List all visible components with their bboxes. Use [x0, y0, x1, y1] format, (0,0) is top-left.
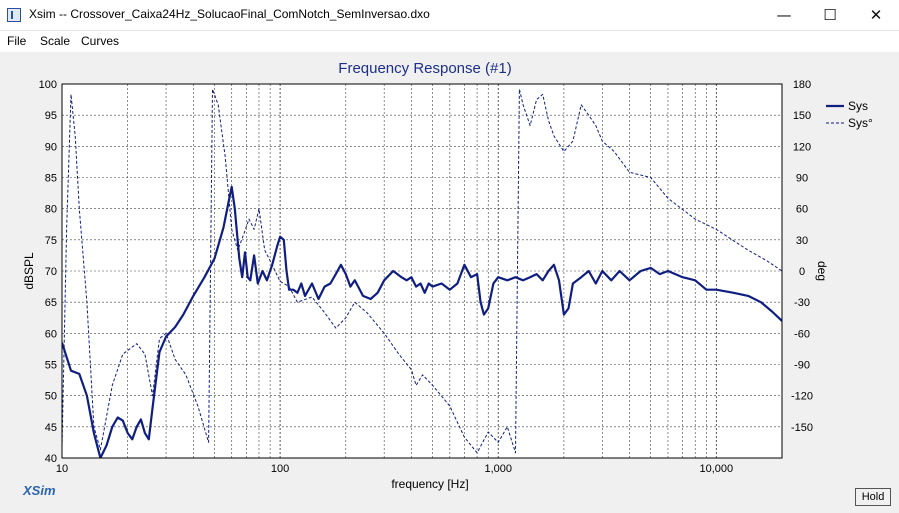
y2-tick-label: 60 [796, 204, 808, 216]
x-tick-label: 10 [56, 463, 68, 475]
grid-lines [61, 83, 783, 459]
hold-button[interactable]: Hold [855, 488, 891, 506]
series-layer [62, 88, 782, 458]
y-tick-label: 85 [45, 173, 57, 185]
frequency-response-chart: 10 100 1,000 10,000 100 95 90 85 80 75 70 65 60 55 50… [22, 79, 873, 475]
y2-tick-label: 0 [799, 266, 805, 278]
series-line-0 [62, 185, 782, 458]
y-tick-label: 55 [45, 360, 57, 372]
y-tick-label: 80 [45, 204, 57, 216]
legend-label: Sys° [848, 116, 873, 130]
legend: Sys Sys° [826, 99, 873, 130]
close-button[interactable]: ✕ [869, 6, 883, 24]
series-line-1 [62, 88, 782, 454]
maximize-button[interactable]: ☐ [823, 6, 837, 24]
app-icon [7, 8, 21, 22]
x-tick-label: 10,000 [700, 463, 734, 475]
x-tick-label: 1,000 [484, 463, 512, 475]
xsim-logo: XSim [23, 483, 56, 498]
y-tick-label: 45 [45, 422, 57, 434]
menu-curves[interactable]: Curves [81, 34, 120, 48]
y-axis-label: dBSPL [22, 252, 36, 290]
y-tick-label: 70 [45, 266, 57, 278]
y-tick-label: 60 [45, 328, 57, 340]
y-tick-labels: 100 95 90 85 80 75 70 65 60 55 50 45 40 [39, 79, 57, 465]
y2-tick-label: 120 [793, 141, 811, 153]
y2-tick-label: -120 [791, 391, 813, 403]
window-title: Xsim -- Crossover_Caixa24Hz_SolucaoFinal… [29, 7, 430, 21]
y2-tick-labels: 180 150 120 90 60 30 0 -30 -60 -90 -120 -150 [791, 79, 813, 434]
y2-axis-label: deg [815, 261, 829, 281]
legend-label: Sys [848, 99, 868, 113]
y2-tick-label: -30 [794, 297, 810, 309]
y2-tick-label: 90 [796, 173, 808, 185]
menu-bar: File Scale Curves [0, 31, 899, 51]
y-tick-label: 100 [39, 79, 57, 91]
y2-tick-label: -150 [791, 422, 813, 434]
x-tick-label: 100 [271, 463, 289, 475]
y-tick-label: 50 [45, 391, 57, 403]
y-tick-label: 40 [45, 453, 57, 465]
y2-tick-label: 180 [793, 79, 811, 91]
menu-file[interactable]: File [7, 34, 27, 48]
y2-tick-label: 30 [796, 235, 808, 247]
y-tick-label: 90 [45, 141, 57, 153]
y-tick-label: 95 [45, 110, 57, 122]
y2-tick-label: -90 [794, 360, 810, 372]
x-axis-label: frequency [Hz] [391, 477, 469, 491]
menu-scale[interactable]: Scale [40, 34, 71, 48]
y2-tick-label: -60 [794, 328, 810, 340]
y-tick-label: 65 [45, 297, 57, 309]
plot-border [61, 83, 783, 459]
x-tick-labels: 10 100 1,000 10,000 [56, 463, 733, 475]
chart-title: Frequency Response (#1) [338, 60, 512, 77]
y-tick-label: 75 [45, 235, 57, 247]
title-bar: Xsim -- Crossover_Caixa24Hz_SolucaoFinal… [0, 0, 899, 31]
minimize-button[interactable]: — [776, 6, 792, 24]
y2-tick-label: 150 [793, 110, 811, 122]
